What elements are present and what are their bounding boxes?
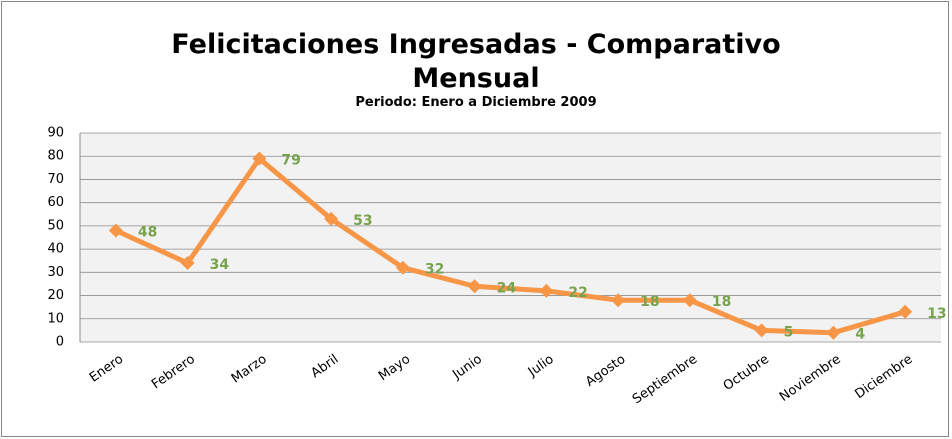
data-label: 22 bbox=[568, 285, 587, 301]
marker bbox=[467, 279, 482, 294]
x-tick-label: Julio bbox=[525, 352, 557, 381]
marker bbox=[898, 304, 913, 319]
marker bbox=[180, 256, 195, 271]
marker bbox=[682, 293, 697, 308]
line bbox=[114, 156, 906, 336]
x-tick-label: Abril bbox=[308, 352, 341, 381]
data-label: 4 bbox=[855, 327, 865, 343]
y-tick-label: 80 bbox=[47, 149, 64, 164]
data-label: 79 bbox=[281, 153, 300, 169]
marker bbox=[539, 283, 554, 298]
data-label: 32 bbox=[425, 262, 444, 278]
data-label: 48 bbox=[138, 225, 157, 241]
x-tick-label: Diciembre bbox=[852, 352, 915, 402]
x-tick-label: Septiembre bbox=[630, 352, 700, 407]
chart-subtitle: Periodo: Enero a Diciembre 2009 bbox=[355, 95, 597, 110]
x-tick-label: Noviembre bbox=[777, 352, 844, 405]
marker bbox=[324, 211, 339, 226]
marker bbox=[252, 151, 267, 166]
x-tick-label: Junio bbox=[449, 352, 485, 383]
y-tick-label: 50 bbox=[47, 218, 64, 233]
data-label: 18 bbox=[712, 294, 731, 310]
data-label: 5 bbox=[784, 324, 794, 340]
marker bbox=[611, 293, 626, 308]
x-tick-label: Mayo bbox=[376, 352, 413, 384]
data-label: 34 bbox=[210, 257, 230, 273]
chart-title: Felicitaciones Ingresadas - Comparativo … bbox=[171, 29, 781, 94]
y-tick-label: 40 bbox=[47, 242, 64, 257]
marker bbox=[826, 325, 841, 340]
data-label: 24 bbox=[497, 280, 517, 296]
y-tick-label: 10 bbox=[47, 311, 64, 326]
y-tick-label: 30 bbox=[47, 265, 64, 280]
x-tick-label: Enero bbox=[87, 352, 126, 386]
plot-area bbox=[80, 133, 941, 342]
y-tick-label: 20 bbox=[47, 288, 64, 303]
y-tick-label: 0 bbox=[56, 335, 64, 350]
y-tick-label: 60 bbox=[47, 195, 64, 210]
x-tick-label: Octubre bbox=[721, 352, 772, 394]
marker bbox=[754, 323, 769, 338]
y-tick-label: 90 bbox=[47, 126, 64, 141]
marker bbox=[395, 260, 410, 275]
marker bbox=[108, 223, 123, 238]
data-label: 53 bbox=[353, 213, 372, 229]
x-tick-label: Marzo bbox=[229, 352, 270, 387]
y-tick-label: 70 bbox=[47, 172, 64, 187]
data-label: 18 bbox=[640, 294, 659, 310]
x-tick-label: Febrero bbox=[149, 352, 198, 392]
data-label: 13 bbox=[927, 306, 946, 322]
x-tick-label: Agosto bbox=[583, 352, 628, 390]
